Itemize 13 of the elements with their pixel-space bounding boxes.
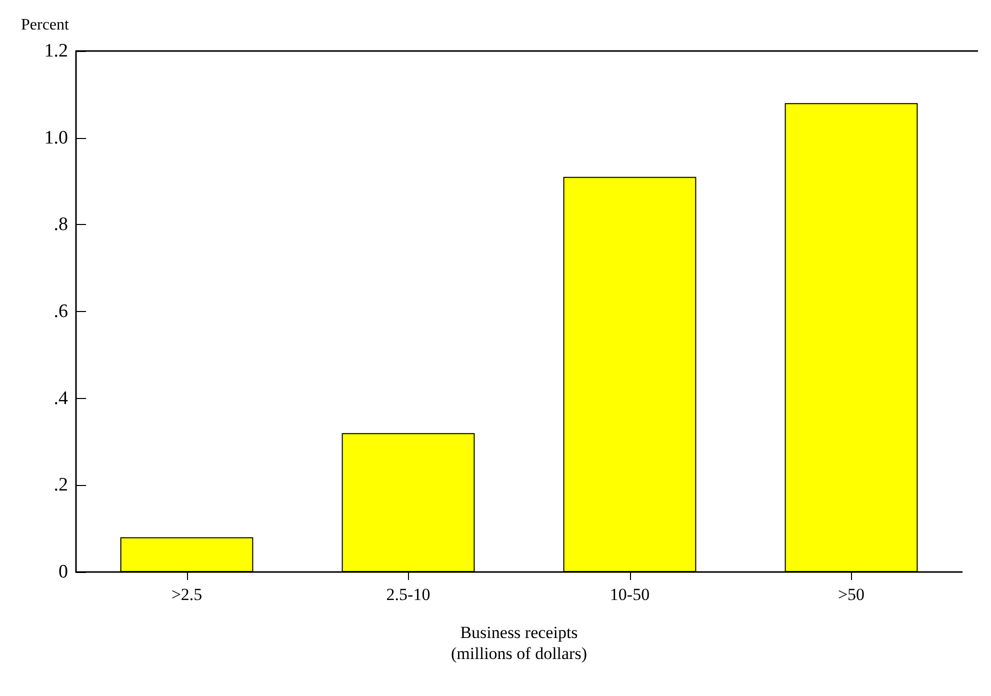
x-tick-label: 10-50 [610, 585, 650, 604]
x-axis-title: Business receipts (millions of dollars) [451, 623, 587, 663]
y-tick-label: .8 [54, 214, 68, 236]
x-tick-label: >50 [838, 585, 865, 604]
x-tick-label: 2.5-10 [386, 585, 430, 604]
y-axis-title: Percent [21, 16, 70, 34]
y-tick-label: .6 [54, 301, 68, 322]
y-tick-label: .2 [54, 474, 68, 496]
y-tick-label: .4 [54, 388, 68, 409]
y-tick-label: 1.2 [44, 40, 68, 62]
y-tick-label: 0 [58, 562, 68, 582]
y-tick-label: 1.0 [44, 127, 68, 148]
x-tick-label: >2.5 [171, 585, 202, 604]
